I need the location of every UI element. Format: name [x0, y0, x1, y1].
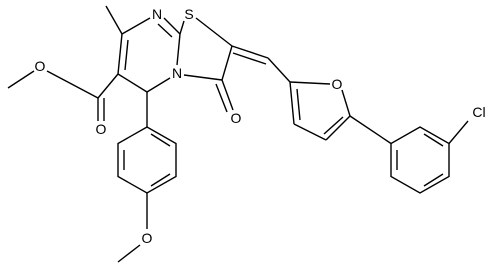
atom-label: N	[152, 6, 162, 22]
atom-label: O	[332, 76, 343, 92]
atom-label: O	[231, 110, 242, 126]
atom-label: O	[142, 230, 153, 246]
atom-label: N	[172, 65, 182, 81]
atom-label: O	[35, 58, 46, 74]
bonds	[7, 5, 469, 263]
atom-labels: N S N O O O O O Cl	[35, 6, 486, 246]
atom-label: Cl	[472, 104, 485, 120]
atom-label: O	[96, 121, 107, 137]
atom-label: S	[184, 6, 193, 22]
